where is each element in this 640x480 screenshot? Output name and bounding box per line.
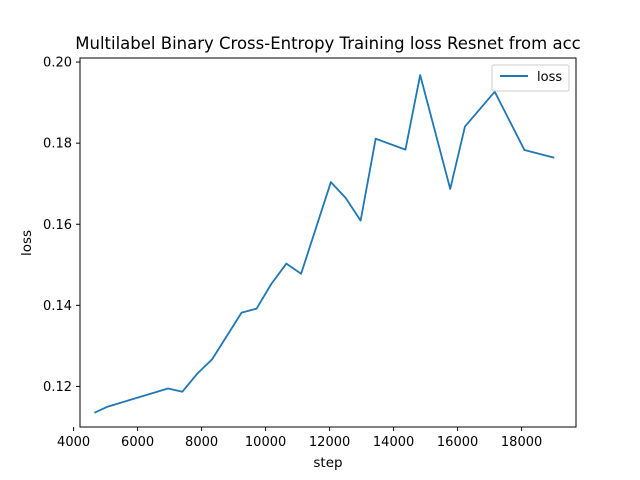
y-tick-label: 0.12 (43, 380, 72, 395)
plot-frame (79, 57, 577, 428)
y-tick-label: 0.20 (43, 56, 72, 71)
x-tick-label: 16000 (437, 435, 478, 450)
x-tick-label: 8000 (185, 435, 218, 450)
legend: loss (491, 64, 570, 92)
x-tick-label: 18000 (501, 435, 542, 450)
x-tick-label: 4000 (57, 435, 90, 450)
series-line-loss (94, 74, 555, 414)
x-tick-label: 6000 (121, 435, 154, 450)
y-tick-label: 0.14 (43, 299, 72, 314)
x-tick-label: 12000 (309, 435, 350, 450)
x-axis-label: step (313, 455, 342, 471)
y-tick-label: 0.16 (43, 218, 72, 233)
x-axis: 4000 6000 8000 10000 12000 14000 16000 18000 (57, 427, 542, 450)
x-tick-label: 10000 (245, 435, 286, 450)
y-axis: 0.12 0.14 0.16 0.18 0.20 (43, 56, 80, 395)
y-axis-label: loss (19, 230, 35, 256)
legend-box (491, 64, 570, 92)
chart-title: Multilabel Binary Cross-Entropy Training… (75, 34, 580, 53)
legend-label: loss (537, 70, 562, 85)
x-tick-label: 14000 (373, 435, 414, 450)
y-tick-label: 0.18 (43, 137, 72, 152)
